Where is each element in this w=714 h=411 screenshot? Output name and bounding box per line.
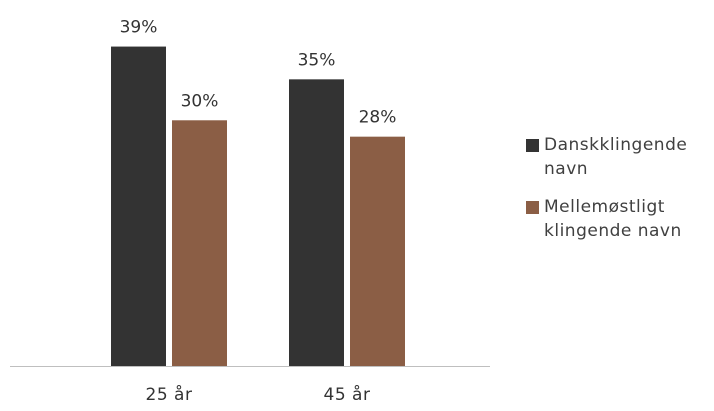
legend-swatch	[526, 139, 539, 152]
bar-danskklingende-0	[111, 46, 166, 366]
bar-mellemostligt-1	[350, 136, 405, 366]
bar-mellemostligt-0	[172, 120, 227, 367]
bar-danskklingende-1	[289, 79, 344, 366]
data-label: 28%	[359, 108, 397, 128]
data-label: 30%	[181, 91, 219, 111]
data-label: 39%	[120, 18, 158, 38]
legend: Danskklingende navn Mellemøstligt klingende…	[526, 135, 687, 241]
legend-label: Mellemøstligt klingende navn	[544, 197, 682, 241]
data-label: 35%	[298, 50, 336, 70]
x-tick-label: 45 år	[324, 384, 371, 405]
legend-label: Danskklingende navn	[544, 135, 687, 179]
plot-area: 39% 30% 25 år 35% 28% 45 år	[10, 18, 490, 405]
legend-swatch	[526, 201, 539, 214]
x-tick-label: 25 år	[146, 384, 193, 405]
